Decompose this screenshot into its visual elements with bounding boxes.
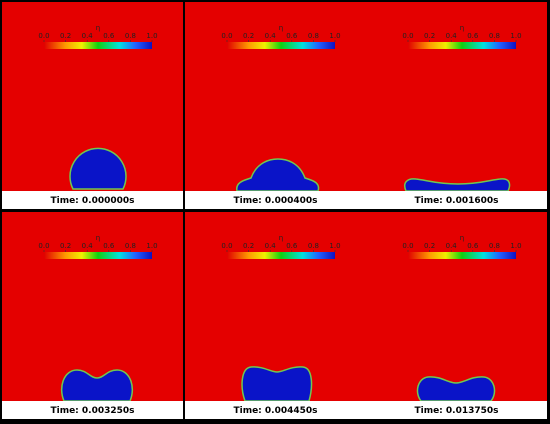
colorbar-tick-label: 0.6 bbox=[286, 32, 298, 40]
colorbar bbox=[227, 42, 335, 49]
time-strip bbox=[2, 401, 183, 419]
colorbar-label: η bbox=[460, 234, 464, 242]
colorbar-tick-label: 0.8 bbox=[125, 242, 136, 250]
colorbar-tick-label: 0.4 bbox=[446, 242, 458, 250]
field bbox=[185, 212, 366, 401]
colorbar-tick-label: 0.6 bbox=[103, 242, 115, 250]
colorbar-label: η bbox=[279, 24, 283, 32]
droplet bbox=[236, 158, 320, 192]
panel: Time: 0.001600s η 0.0 0.2 0.4 0.6 0.8 1.0 bbox=[366, 2, 547, 209]
colorbar-tick-label: 0.4 bbox=[446, 32, 458, 40]
colorbar-tick-label: 0.2 bbox=[60, 242, 71, 250]
colorbar-label: η bbox=[460, 24, 464, 32]
colorbar-label: η bbox=[96, 234, 100, 242]
colorbar-tick-label: 0.0 bbox=[221, 242, 232, 250]
colorbar-tick-label: 0.6 bbox=[467, 32, 479, 40]
time-strip bbox=[185, 401, 366, 419]
colorbar-tick-label: 0.6 bbox=[103, 32, 115, 40]
droplet bbox=[404, 178, 511, 192]
colorbar bbox=[408, 252, 516, 259]
field bbox=[366, 2, 547, 191]
colorbar-tick-label: 0.0 bbox=[38, 242, 49, 250]
time-label: Time: 0.004450s bbox=[233, 406, 317, 416]
colorbar bbox=[227, 252, 335, 259]
colorbar-tick-label: 0.8 bbox=[489, 32, 500, 40]
colorbar-tick-label: 0.8 bbox=[308, 242, 319, 250]
panel: Time: 0.003250s η 0.0 0.2 0.4 0.6 0.8 1.0 bbox=[2, 212, 183, 419]
colorbar-tick-label: 0.6 bbox=[286, 242, 298, 250]
colorbar-tick-label: 0.4 bbox=[82, 242, 94, 250]
droplet bbox=[69, 147, 127, 190]
colorbar-tick-label: 0.2 bbox=[424, 242, 435, 250]
colorbar-tick-label: 1.0 bbox=[510, 242, 521, 250]
field bbox=[366, 212, 547, 401]
colorbar-tick-label: 0.2 bbox=[243, 32, 254, 40]
colorbar-tick-label: 0.8 bbox=[489, 242, 500, 250]
colorbar-tick-label: 0.8 bbox=[308, 32, 319, 40]
time-label: Time: 0.003250s bbox=[50, 406, 134, 416]
colorbar bbox=[44, 252, 152, 259]
colorbar-tick-label: 0.2 bbox=[424, 32, 435, 40]
colorbar-label: η bbox=[279, 234, 283, 242]
droplet bbox=[60, 369, 134, 402]
colorbar-tick-label: 0.6 bbox=[467, 242, 479, 250]
colorbar-tick-label: 1.0 bbox=[329, 32, 340, 40]
time-label: Time: 0.000000s bbox=[50, 196, 134, 206]
time-label: Time: 0.000400s bbox=[233, 196, 317, 206]
time-label: Time: 0.001600s bbox=[414, 196, 498, 206]
panel: Time: 0.000000s η 0.0 0.2 0.4 0.6 0.8 1.0 bbox=[2, 2, 183, 209]
panel: Time: 0.004450s η 0.0 0.2 0.4 0.6 0.8 1.0 bbox=[185, 212, 366, 419]
colorbar-tick-label: 0.4 bbox=[265, 242, 277, 250]
colorbar-label: η bbox=[96, 24, 100, 32]
colorbar-tick-label: 0.0 bbox=[221, 32, 232, 40]
colorbar-tick-label: 1.0 bbox=[146, 32, 157, 40]
time-strip bbox=[366, 191, 547, 209]
colorbar-tick-label: 0.0 bbox=[402, 242, 413, 250]
panel: Time: 0.000400s η 0.0 0.2 0.4 0.6 0.8 1.0 bbox=[185, 2, 366, 209]
droplet bbox=[241, 366, 313, 402]
colorbar-tick-label: 1.0 bbox=[146, 242, 157, 250]
panel: Time: 0.013750s η 0.0 0.2 0.4 0.6 0.8 1.0 bbox=[366, 212, 547, 419]
colorbar-tick-label: 0.2 bbox=[243, 242, 254, 250]
colorbar bbox=[408, 42, 516, 49]
colorbar bbox=[44, 42, 152, 49]
colorbar-tick-label: 0.4 bbox=[82, 32, 94, 40]
colorbar-tick-label: 0.2 bbox=[60, 32, 71, 40]
colorbar-tick-label: 1.0 bbox=[329, 242, 340, 250]
colorbar-tick-label: 0.4 bbox=[265, 32, 277, 40]
time-strip bbox=[366, 401, 547, 419]
droplet bbox=[416, 376, 496, 402]
colorbar-tick-label: 1.0 bbox=[510, 32, 521, 40]
colorbar-tick-label: 0.0 bbox=[38, 32, 49, 40]
colorbar-tick-label: 0.0 bbox=[402, 32, 413, 40]
colorbar-tick-label: 0.8 bbox=[125, 32, 136, 40]
time-label: Time: 0.013750s bbox=[414, 406, 498, 416]
field bbox=[2, 212, 183, 401]
time-strip bbox=[185, 191, 366, 209]
time-strip bbox=[2, 191, 183, 209]
